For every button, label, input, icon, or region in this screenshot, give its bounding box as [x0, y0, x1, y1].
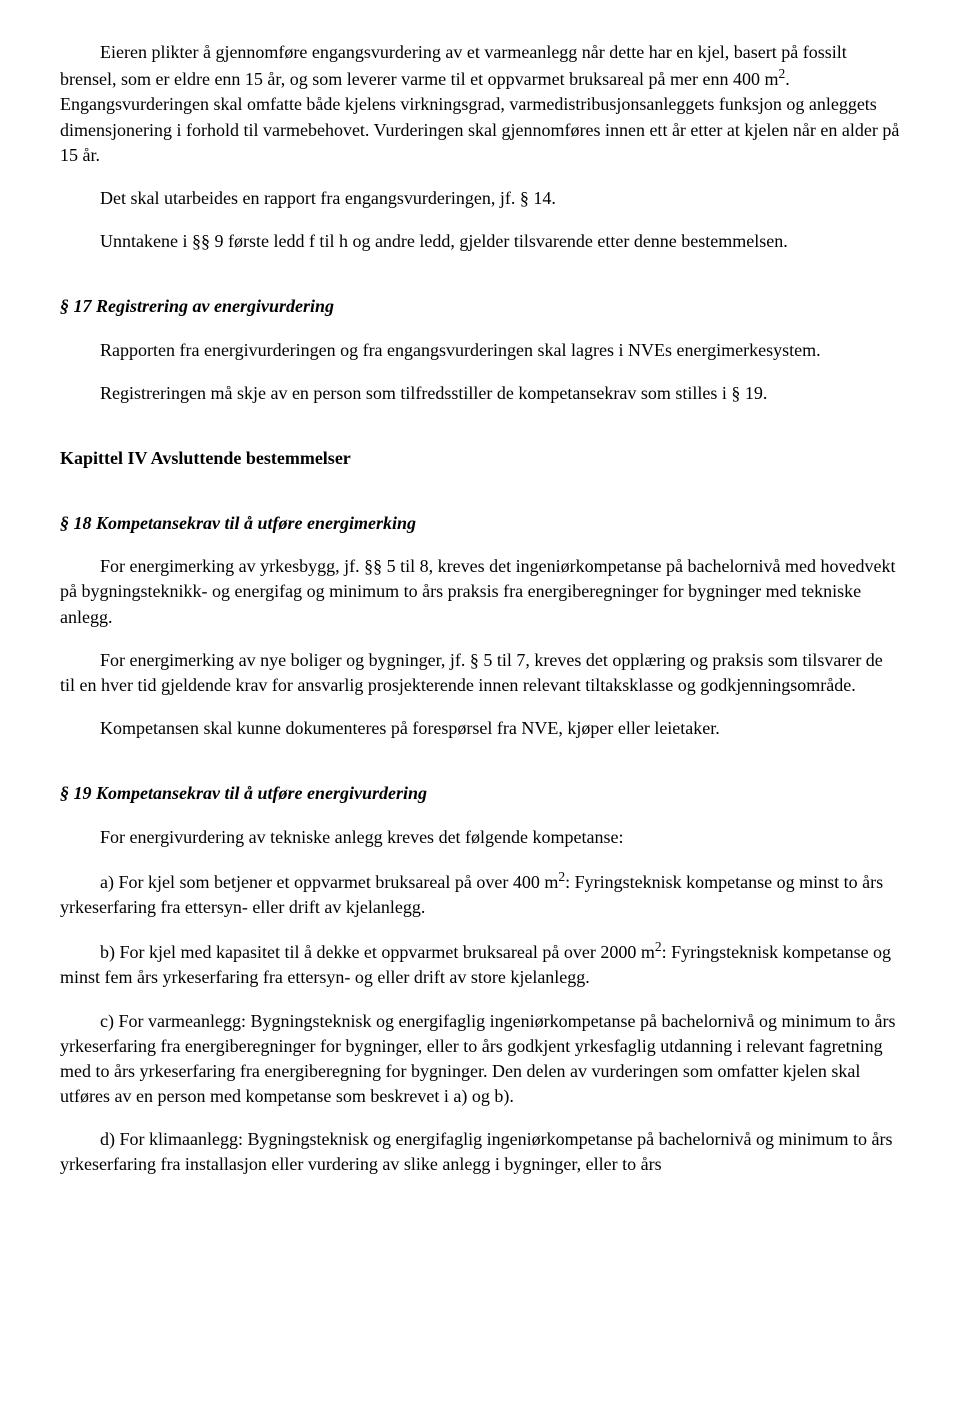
section-17-paragraph-2: Registreringen må skje av en person som … [60, 381, 900, 406]
section-18-paragraph-2: For energimerking av nye boliger og bygn… [60, 648, 900, 698]
paragraph-text: c) For varmeanlegg: Bygningsteknisk og e… [60, 1011, 895, 1107]
section-18-heading: § 18 Kompetansekrav til å utføre energim… [60, 511, 900, 536]
heading-text: Kapittel IV Avsluttende bestemmelser [60, 448, 351, 468]
paragraph-text: d) For klimaanlegg: Bygningsteknisk og e… [60, 1129, 893, 1174]
heading-text: § 17 Registrering av energivurdering [60, 296, 334, 316]
intro-paragraph-2: Det skal utarbeides en rapport fra engan… [60, 186, 900, 211]
superscript: 2 [655, 939, 662, 954]
section-17-heading: § 17 Registrering av energivurdering [60, 294, 900, 319]
section-19-paragraph-2c: c) For varmeanlegg: Bygningsteknisk og e… [60, 1009, 900, 1110]
paragraph-text: Kompetansen skal kunne dokumenteres på f… [100, 718, 720, 738]
section-19-paragraph-2a: a) For kjel som betjener et oppvarmet br… [60, 868, 900, 920]
paragraph-text: For energivurdering av tekniske anlegg k… [100, 827, 624, 847]
intro-paragraph-1: Eieren plikter å gjennomføre engangsvurd… [60, 40, 900, 168]
section-17-paragraph-1: Rapporten fra energivurderingen og fra e… [60, 338, 900, 363]
heading-text: § 19 Kompetansekrav til å utføre energiv… [60, 783, 427, 803]
paragraph-text: b) For kjel med kapasitet til å dekke et… [100, 942, 655, 962]
paragraph-text: Unntakene i §§ 9 første ledd f til h og … [100, 231, 788, 251]
section-19-paragraph-2b: b) For kjel med kapasitet til å dekke et… [60, 938, 900, 990]
paragraph-text: For energimerking av yrkesbygg, jf. §§ 5… [60, 556, 895, 626]
paragraph-text: Registreringen må skje av en person som … [100, 383, 767, 403]
paragraph-text: Det skal utarbeides en rapport fra engan… [100, 188, 556, 208]
section-19-paragraph-1: For energivurdering av tekniske anlegg k… [60, 825, 900, 850]
chapter-4-heading: Kapittel IV Avsluttende bestemmelser [60, 446, 900, 471]
paragraph-text: Eieren plikter å gjennomføre engangsvurd… [60, 42, 847, 89]
section-18-paragraph-1: For energimerking av yrkesbygg, jf. §§ 5… [60, 554, 900, 630]
paragraph-text: For energimerking av nye boliger og bygn… [60, 650, 883, 695]
section-18-paragraph-3: Kompetansen skal kunne dokumenteres på f… [60, 716, 900, 741]
section-19-paragraph-2d: d) For klimaanlegg: Bygningsteknisk og e… [60, 1127, 900, 1177]
section-19-heading: § 19 Kompetansekrav til å utføre energiv… [60, 781, 900, 806]
paragraph-text: Rapporten fra energivurderingen og fra e… [100, 340, 821, 360]
intro-paragraph-3: Unntakene i §§ 9 første ledd f til h og … [60, 229, 900, 254]
paragraph-text: a) For kjel som betjener et oppvarmet br… [100, 872, 558, 892]
heading-text: § 18 Kompetansekrav til å utføre energim… [60, 513, 416, 533]
